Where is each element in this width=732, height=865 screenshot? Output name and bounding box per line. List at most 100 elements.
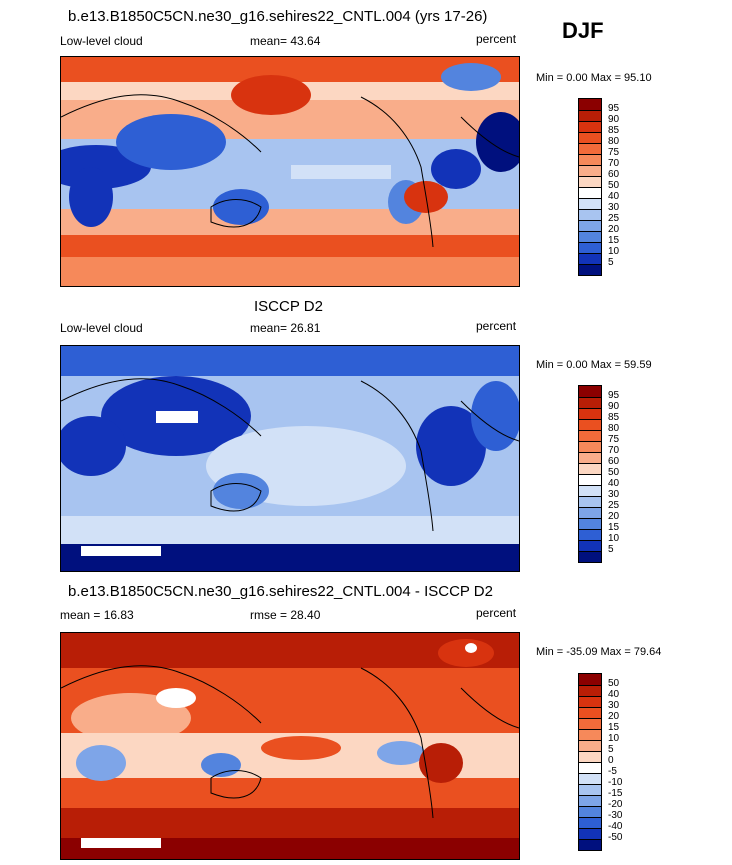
panel3-colorbar-swatch [579,806,601,817]
panel1-title: b.e13.B1850C5CN.ne30_g16.sehires22_CNTL.… [68,8,488,25]
panel1-units-label: percent [476,32,517,46]
panel2-colorbar-tick-label: 95 [608,390,620,401]
panel1-colorbar-tick-label: 25 [608,213,620,224]
panel3-rmse-label: rmse = 28.40 [250,608,321,622]
panel3-colorbar-tick-label: 40 [608,689,620,700]
panel1-colorbar-tick-label: 95 [608,103,620,114]
panel2-colorbar-swatch [579,419,601,430]
panel3-colorbar-swatch [579,784,601,795]
panel3-colorbar [578,673,602,851]
panel3-colorbar-swatch [579,839,601,850]
panel1-colorbar-tick-label: 80 [608,136,620,147]
panel2-colorbar-swatch [579,485,601,496]
panel2-units-label: percent [476,319,517,333]
panel3-colorbar-swatch [579,795,601,806]
panel3-colorbar-swatch [579,740,601,751]
panel3-colorbar-swatch [579,762,601,773]
panel3-colorbar-swatch [579,674,601,685]
panel1-map [60,56,520,287]
panel1-colorbar [578,98,602,276]
panel1-colorbar-swatch [579,132,601,143]
panel2-colorbar-swatch [579,496,601,507]
panel2-colorbar-tick-label: 80 [608,423,620,434]
panel2-colorbar-tick-label: 50 [608,467,620,478]
panel2-colorbar-swatch [579,474,601,485]
panel2-colorbar [578,385,602,563]
panel1-colorbar-swatch [579,264,601,275]
panel2-colorbar-swatch [579,408,601,419]
panel3-colorbar-tick-label: 15 [608,722,620,733]
panel3-colorbar-swatch [579,707,601,718]
panel3-colorbar-swatch [579,718,601,729]
panel2-colorbar-swatch [579,386,601,397]
panel3-colorbar-tick-label: 30 [608,700,620,711]
panel1-colorbar-tick-label: 85 [608,125,620,136]
panel2-colorbar-tick-label: 25 [608,500,620,511]
panel2-colorbar-tick-label: 5 [608,544,614,555]
panel3-title: b.e13.B1850C5CN.ne30_g16.sehires22_CNTL.… [68,583,493,600]
panel1-colorbar-swatch [579,121,601,132]
panel2-minmax: Min = 0.00 Max = 59.59 [536,359,652,371]
panel1-colorbar-swatch [579,198,601,209]
panel1-colorbar-swatch [579,187,601,198]
panel2-colorbar-swatch [579,441,601,452]
panel2-colorbar-swatch [579,452,601,463]
panel1-colorbar-tick-label: 60 [608,169,620,180]
panel1-colorbar-tick-label: 15 [608,235,620,246]
panel1-colorbar-tick-label: 50 [608,180,620,191]
panel3-colorbar-tick-label: 20 [608,711,620,722]
panel1-colorbar-swatch [579,110,601,121]
panel2-colorbar-swatch [579,507,601,518]
panel3-colorbar-swatch [579,729,601,740]
season-label: DJF [562,18,604,43]
panel1-colorbar-tick-label: 70 [608,158,620,169]
panel1-colorbar-swatch [579,253,601,264]
panel1-mean-label: mean= 43.64 [250,34,321,48]
panel2-colorbar-tick-label: 40 [608,478,620,489]
panel1-colorbar-swatch [579,209,601,220]
panel2-colorbar-swatch [579,397,601,408]
panel1-minmax: Min = 0.00 Max = 95.10 [536,72,652,84]
panel1-colorbar-swatch [579,242,601,253]
panel1-colorbar-swatch [579,154,601,165]
panel3-colorbar-tick-label: -15 [608,788,623,799]
panel2-title: ISCCP D2 [254,298,323,315]
panel2-colorbar-swatch [579,463,601,474]
panel3-units-label: percent [476,606,517,620]
panel1-colorbar-tick-label: 20 [608,224,620,235]
panel1-colorbar-swatch [579,165,601,176]
panel1-colorbar-tick-label: 75 [608,147,620,158]
panel3-colorbar-swatch [579,685,601,696]
panel2-colorbar-tick-label: 15 [608,522,620,533]
panel2-mean-label: mean= 26.81 [250,321,321,335]
panel3-colorbar-tick-label: -50 [608,832,623,843]
panel2-colorbar-tick-label: 20 [608,511,620,522]
panel3-mean-label: mean = 16.83 [60,608,134,622]
panel3-colorbar-tick-label: 0 [608,755,614,766]
panel1-colorbar-tick-label: 30 [608,202,620,213]
panel3-colorbar-swatch [579,828,601,839]
panel1-colorbar-swatch [579,220,601,231]
panel2-colorbar-swatch [579,529,601,540]
panel1-colorbar-tick-label: 5 [608,257,614,268]
panel2-colorbar-tick-label: 85 [608,412,620,423]
panel3-colorbar-tick-label: -20 [608,799,623,810]
panel3-map [60,632,520,860]
panel2-colorbar-tick-label: 90 [608,401,620,412]
panel1-colorbar-tick-label: 90 [608,114,620,125]
panel1-colorbar-swatch [579,231,601,242]
panel3-colorbar-tick-label: 10 [608,733,620,744]
panel2-colorbar-tick-label: 70 [608,445,620,456]
panel3-colorbar-tick-label: -5 [608,766,617,777]
panel1-colorbar-swatch [579,99,601,110]
panel2-map [60,345,520,572]
panel3-colorbar-swatch [579,817,601,828]
panel2-colorbar-tick-label: 60 [608,456,620,467]
panel3-colorbar-tick-label: -10 [608,777,623,788]
panel2-colorbar-tick-label: 10 [608,533,620,544]
panel1-colorbar-swatch [579,176,601,187]
panel3-colorbar-tick-label: 5 [608,744,614,755]
panel1-colorbar-tick-label: 10 [608,246,620,257]
panel2-variable-label: Low-level cloud [60,321,143,335]
panel1-colorbar-swatch [579,143,601,154]
